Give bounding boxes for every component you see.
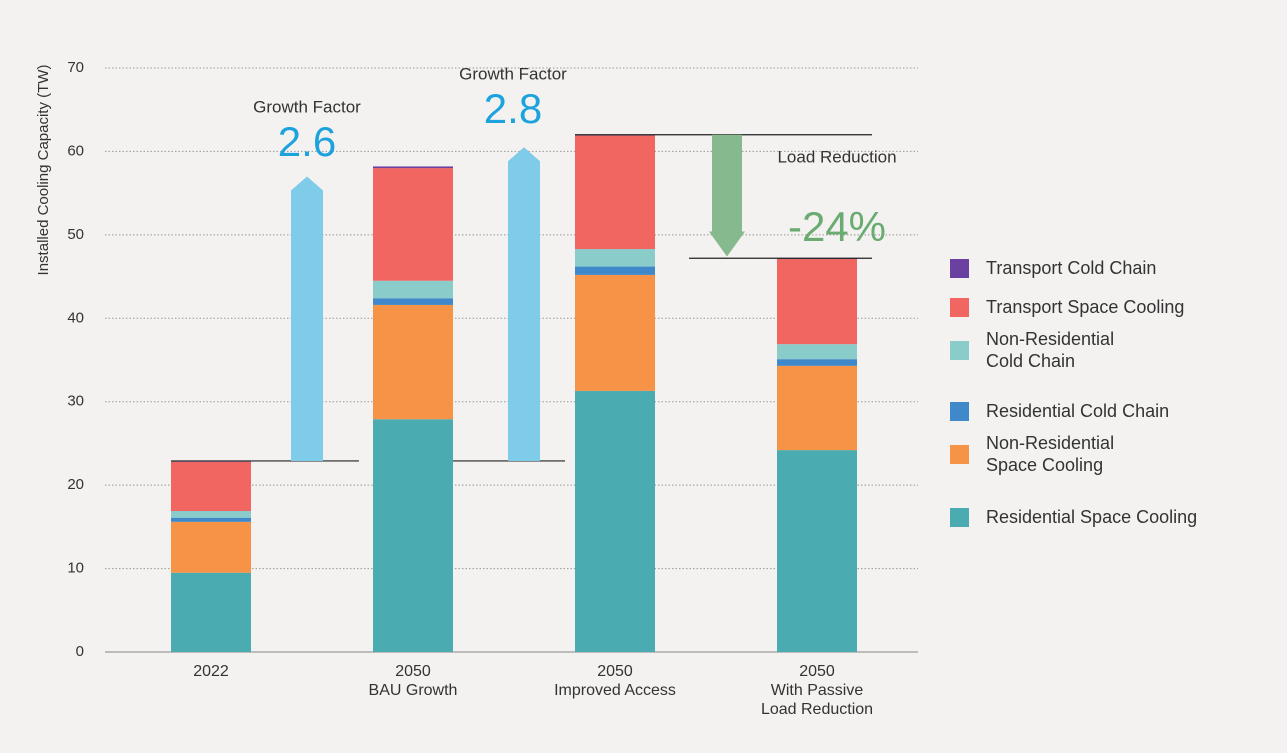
- bar-segment: [575, 266, 655, 275]
- bar-segment: [373, 298, 453, 305]
- x-tick-label: 2050 With Passive Load Reduction: [760, 663, 874, 718]
- legend-label: Transport Space Cooling: [986, 297, 1185, 317]
- annotation-title: Load Reduction: [777, 147, 896, 166]
- x-tick-label: 2050 BAU Growth: [368, 663, 458, 699]
- y-tick-label: 30: [67, 393, 84, 410]
- bar-segment: [777, 359, 857, 366]
- bar-segment: [373, 168, 453, 281]
- legend-label: Residential Cold Chain: [986, 401, 1170, 421]
- bar-segment: [575, 390, 655, 652]
- y-tick-label: 40: [67, 309, 84, 326]
- annotation-value: 2.8: [484, 85, 542, 132]
- bar-segment: [171, 517, 251, 522]
- bar-segment: [373, 166, 453, 169]
- bar-segment: [171, 511, 251, 518]
- bar-segment: [575, 249, 655, 267]
- legend-swatch: [950, 445, 969, 464]
- y-tick-label: 10: [67, 560, 84, 577]
- bar-segment: [777, 450, 857, 652]
- bar-segment: [777, 344, 857, 360]
- annotation-value: -24%: [788, 203, 886, 250]
- y-tick-label: 70: [67, 59, 84, 76]
- legend-label: Transport Cold Chain: [986, 258, 1157, 278]
- y-tick-label: 60: [67, 142, 84, 159]
- legend-swatch: [950, 298, 969, 317]
- y-tick-label: 0: [76, 643, 84, 660]
- legend-label: Non-Residential Space Cooling: [986, 433, 1115, 475]
- x-tick-label: 2022: [193, 663, 229, 680]
- legend-swatch: [950, 341, 969, 360]
- y-tick-label: 20: [67, 476, 84, 493]
- bar-segment: [575, 274, 655, 391]
- y-axis-label: Installed Cooling Capacity (TW): [35, 65, 52, 276]
- bar-segment: [777, 259, 857, 345]
- annotation-title: Growth Factor: [253, 97, 361, 116]
- bar-segment: [373, 304, 453, 420]
- bar-segment: [777, 365, 857, 451]
- legend-label: Non-Residential Cold Chain: [986, 329, 1115, 371]
- bar-segment: [171, 521, 251, 573]
- legend-swatch: [950, 402, 969, 421]
- legend-label: Residential Space Cooling: [986, 507, 1198, 527]
- bar-segment: [575, 135, 655, 250]
- x-tick-label: 2050 Improved Access: [554, 663, 676, 699]
- y-tick-label: 50: [67, 226, 84, 243]
- reduction-arrow: [709, 134, 745, 257]
- bar-segment: [373, 419, 453, 652]
- annotation-value: 2.6: [278, 118, 336, 165]
- growth-arrow: [508, 147, 540, 461]
- bar-segment: [171, 461, 251, 512]
- legend-swatch: [950, 259, 969, 278]
- growth-arrow: [291, 176, 323, 461]
- bar-segment: [171, 572, 251, 652]
- annotation-title: Growth Factor: [459, 64, 567, 83]
- legend-swatch: [950, 508, 969, 527]
- bar-segment: [373, 280, 453, 299]
